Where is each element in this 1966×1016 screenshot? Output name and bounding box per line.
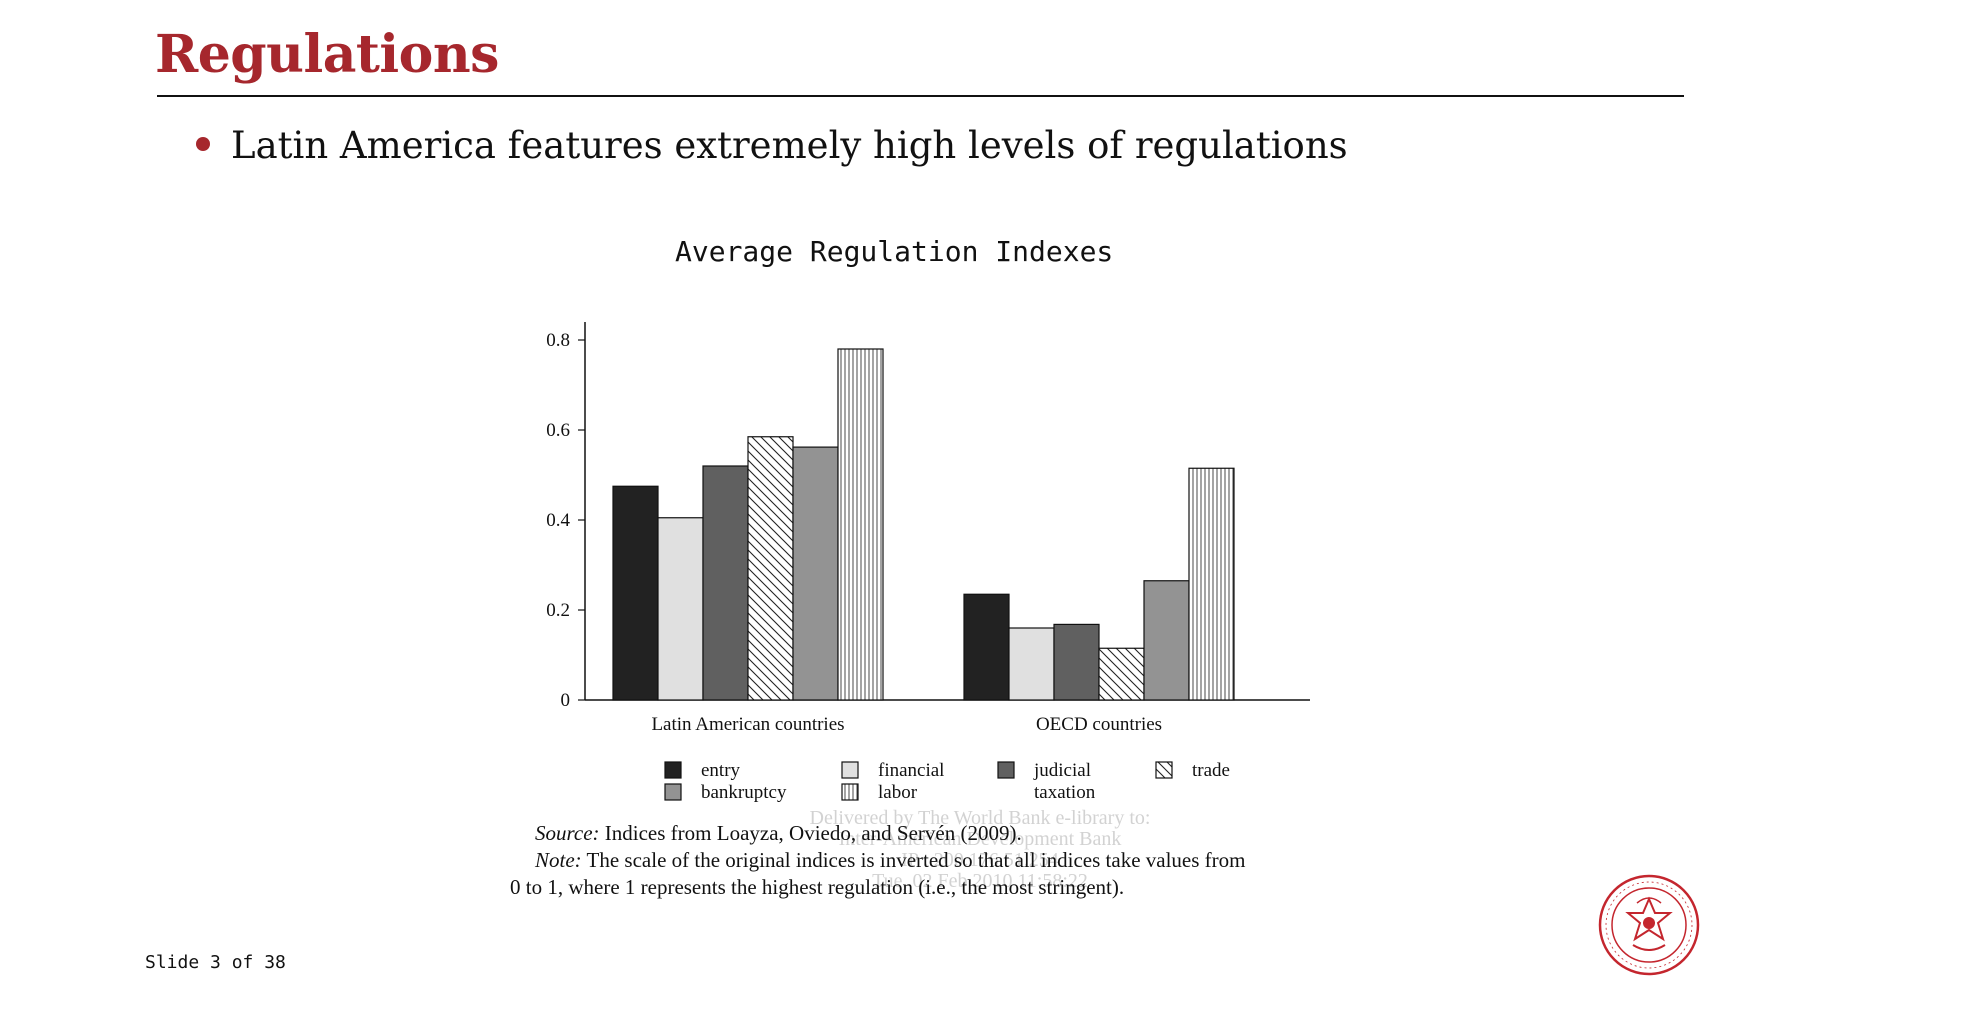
legend-swatch-judicial <box>997 761 1015 779</box>
note-label: Note: <box>535 848 582 872</box>
note-line-continued: 0 to 1, where 1 represents the highest r… <box>510 875 1125 899</box>
slide-title: Regulations <box>155 24 499 85</box>
legend-swatch-financial <box>841 761 859 779</box>
note-line: Note: The scale of the original indices … <box>510 847 1390 874</box>
bar-labor <box>837 348 884 701</box>
x-category-label: Latin American countries <box>651 714 844 735</box>
bar-entry <box>963 593 1010 701</box>
legend-label-trade: trade <box>1192 760 1230 781</box>
legend-label-taxation: taxation <box>1034 782 1096 803</box>
y-tick-label: 0.6 <box>546 420 570 441</box>
note-text: The scale of the original indices is inv… <box>586 848 1246 872</box>
bar-financial <box>657 517 704 701</box>
bar-trade <box>1098 647 1145 701</box>
y-tick-label: 0.8 <box>546 330 570 351</box>
university-seal-icon <box>1598 874 1700 976</box>
bar-bankruptcy <box>792 446 839 701</box>
bar-judicial <box>1053 623 1100 701</box>
chart-title: Average Regulation Indexes <box>675 235 1114 268</box>
bar-financial <box>1008 627 1055 701</box>
slide-number: Slide 3 of 38 <box>145 952 286 973</box>
bar-judicial <box>702 465 749 701</box>
source-label: Source: <box>535 821 600 845</box>
chart-notes: Source: Indices from Loayza, Oviedo, and… <box>510 820 1390 901</box>
watermark: Delivered by The World Bank e-library to… <box>700 808 1260 892</box>
bar-entry <box>612 485 659 701</box>
bar-trade <box>747 436 794 701</box>
watermark-line: Inter-American Development Bank <box>838 828 1122 850</box>
legend-label-financial: financial <box>878 760 944 781</box>
legend-swatch-labor <box>841 783 859 801</box>
legend-swatch-entry <box>664 761 682 779</box>
watermark-line: IP : 200.176.51.254 <box>901 849 1059 871</box>
bullet-text: Latin America features extremely high le… <box>231 124 1348 167</box>
legend-swatch-bankruptcy <box>664 783 682 801</box>
source-line: Source: Indices from Loayza, Oviedo, and… <box>510 820 1390 847</box>
watermark-line: Delivered by The World Bank e-library to… <box>809 807 1151 829</box>
y-tick-label: 0.2 <box>546 600 570 621</box>
y-tick-label: 0 <box>561 690 571 711</box>
title-rule <box>157 95 1684 97</box>
y-tick-label: 0.4 <box>546 510 570 531</box>
legend-label-labor: labor <box>878 782 918 803</box>
legend-swatch-trade <box>1155 761 1173 779</box>
watermark-line: Tue, 02 Feb 2010 11:58:22 <box>872 870 1088 892</box>
legend-label-judicial: judicial <box>1033 760 1091 781</box>
bar-bankruptcy <box>1143 580 1190 701</box>
bar-labor <box>1188 467 1235 701</box>
bullet-icon <box>196 137 210 151</box>
legend-label-bankruptcy: bankruptcy <box>701 782 787 803</box>
source-text: Indices from Loayza, Oviedo, and Servén … <box>604 821 1022 845</box>
legend-label-entry: entry <box>701 760 741 781</box>
x-category-label: OECD countries <box>1036 714 1162 735</box>
